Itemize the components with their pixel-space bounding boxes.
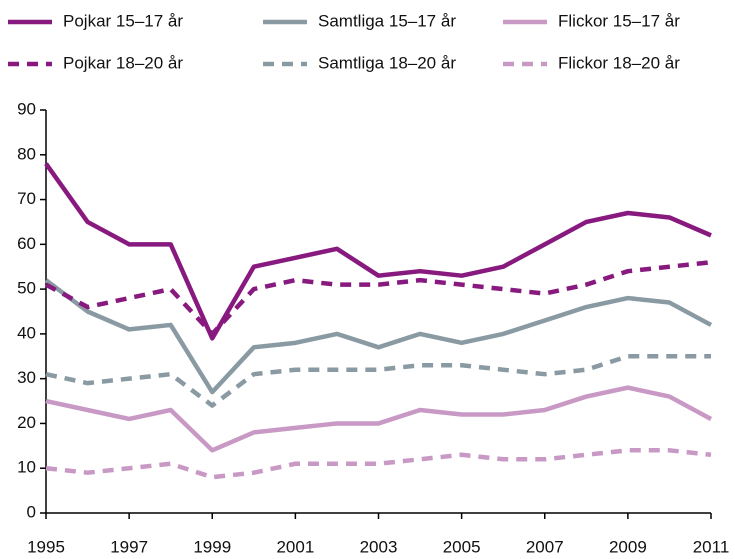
series-line — [45, 385, 713, 453]
series-line — [44, 260, 712, 337]
y-tick-label: 20 — [17, 413, 36, 432]
y-tick-label: 50 — [17, 279, 36, 298]
legend-label: Pojkar 15–17 år — [63, 11, 183, 30]
x-tick-label: 1999 — [193, 537, 231, 556]
y-tick-label: 0 — [27, 502, 36, 521]
x-tick-label: 1997 — [110, 537, 148, 556]
legend-label: Samtliga 15–17 år — [318, 11, 456, 30]
x-tick-label: 2007 — [526, 537, 564, 556]
x-tick-label: 2011 — [693, 537, 730, 556]
x-tick-label: 2001 — [276, 537, 314, 556]
x-tick-label: 2005 — [443, 537, 481, 556]
series-line — [44, 278, 713, 395]
y-tick-label: 10 — [17, 458, 36, 477]
y-tick-label: 90 — [17, 99, 36, 118]
series-line — [44, 162, 712, 341]
y-tick-label: 80 — [17, 144, 36, 163]
y-tick-label: 30 — [17, 368, 36, 387]
series-line — [45, 448, 712, 480]
series-line — [45, 354, 711, 408]
legend-label: Samtliga 18–20 år — [318, 53, 456, 72]
legend-label: Flickor 18–20 år — [558, 53, 680, 72]
x-tick-label: 1995 — [27, 537, 65, 556]
x-tick-label: 2009 — [609, 537, 647, 556]
legend-label: Pojkar 18–20 år — [63, 53, 183, 72]
legend-label: Flickor 15–17 år — [558, 11, 680, 30]
x-tick-label: 2003 — [360, 537, 398, 556]
y-tick-label: 70 — [17, 189, 36, 208]
y-tick-label: 40 — [17, 323, 36, 342]
y-tick-label: 60 — [17, 234, 36, 253]
